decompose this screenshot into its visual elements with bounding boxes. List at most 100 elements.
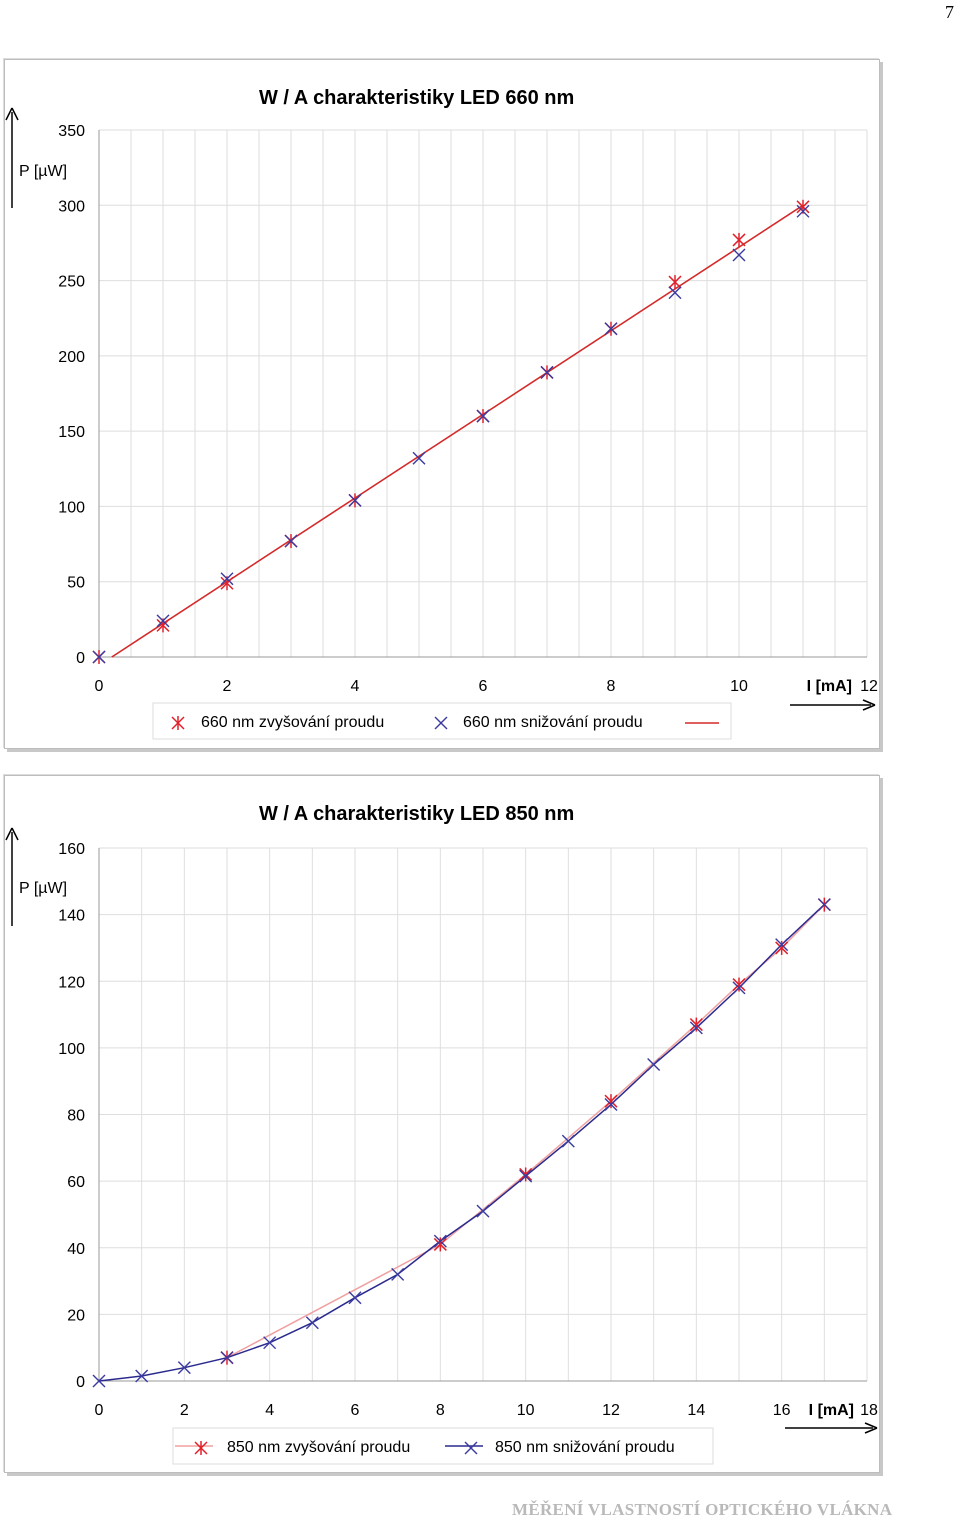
data-point bbox=[604, 1098, 618, 1112]
x-axis-arrowhead bbox=[864, 1422, 878, 1434]
y-tick-label: 0 bbox=[76, 1374, 85, 1391]
series-markers-2 bbox=[92, 898, 831, 1388]
data-point bbox=[540, 365, 554, 379]
gridlines bbox=[98, 129, 868, 658]
data-point bbox=[561, 1134, 575, 1148]
chart-frame-850nm: 0 20 40 60 80 100 120 140 160 0 2 4 6 8 10 12 14 16 18 W / … bbox=[4, 775, 880, 1473]
legend-label: 660 nm zvyšování proudu bbox=[201, 714, 384, 731]
data-point bbox=[135, 1369, 149, 1383]
data-point bbox=[476, 1204, 490, 1218]
legend: 850 nm zvyšování proudu 850 nm snižování … bbox=[172, 1427, 714, 1465]
y-tick-label: 160 bbox=[58, 841, 85, 858]
y-tick-label: 250 bbox=[58, 274, 85, 291]
data-point bbox=[604, 1094, 618, 1109]
x-tick-label: 12 bbox=[602, 1402, 620, 1419]
x-tick-label: 10 bbox=[517, 1402, 535, 1419]
legend-label: 850 nm snižování proudu bbox=[495, 1439, 675, 1456]
chart-frame-660nm: 0 50 100 150 200 250 300 350 0 2 4 6 8 10 12 W / A char… bbox=[4, 59, 880, 749]
chart-850nm: 0 20 40 60 80 100 120 140 160 0 2 4 6 8 10 12 14 16 18 W / … bbox=[5, 803, 878, 1465]
legend-marker bbox=[464, 1441, 478, 1455]
data-point bbox=[668, 286, 682, 300]
data-point bbox=[305, 1316, 319, 1330]
legend-marker bbox=[194, 1441, 208, 1455]
data-point bbox=[177, 1361, 191, 1375]
data-point bbox=[220, 1351, 234, 1365]
data-point bbox=[775, 938, 789, 952]
data-point bbox=[689, 1017, 703, 1032]
y-tick-label: 60 bbox=[67, 1174, 85, 1191]
footer-title: MĚŘENÍ VLASTNOSTÍ OPTICKÉHO VLÁKNA bbox=[512, 1500, 893, 1519]
x-tick-label: 6 bbox=[351, 1402, 360, 1419]
data-point bbox=[732, 981, 746, 995]
data-point bbox=[817, 898, 831, 912]
x-tick-label: 4 bbox=[265, 1402, 274, 1419]
y-tick-label: 200 bbox=[58, 349, 85, 366]
x-tick-label: 8 bbox=[607, 678, 616, 695]
series-line-2 bbox=[98, 904, 825, 1382]
legend-marker bbox=[171, 716, 185, 730]
data-point bbox=[604, 322, 618, 336]
data-point bbox=[348, 1291, 362, 1305]
data-point bbox=[519, 1167, 533, 1182]
data-point bbox=[220, 572, 234, 586]
legend-marker bbox=[434, 716, 448, 730]
y-tick-label: 120 bbox=[58, 974, 85, 991]
y-tick-label: 300 bbox=[58, 198, 85, 215]
data-point bbox=[284, 534, 298, 548]
y-tick-label: 0 bbox=[76, 650, 85, 667]
data-point bbox=[412, 451, 426, 465]
series-line-1 bbox=[226, 904, 825, 1359]
y-tick-label: 140 bbox=[58, 908, 85, 925]
chart-title: W / A charakteristiky LED 660 nm bbox=[259, 87, 574, 109]
x-axis-label: I [mA] bbox=[807, 678, 852, 695]
x-tick-label: 18 bbox=[860, 1402, 878, 1419]
y-tick-label: 100 bbox=[58, 1041, 85, 1058]
x-tick-label: 4 bbox=[351, 678, 360, 695]
data-point bbox=[92, 650, 106, 664]
legend-box bbox=[172, 1427, 714, 1465]
y-axis-arrowhead bbox=[5, 107, 19, 121]
data-point bbox=[668, 275, 682, 290]
x-tick-label: 8 bbox=[436, 1402, 445, 1419]
chart-title: W / A charakteristiky LED 850 nm bbox=[259, 803, 574, 825]
data-point bbox=[796, 204, 810, 218]
chart-660nm: 0 50 100 150 200 250 300 350 0 2 4 6 8 10 12 W / A char… bbox=[5, 87, 878, 740]
y-tick-label: 150 bbox=[58, 424, 85, 441]
data-point bbox=[732, 232, 746, 247]
y-tick-label: 50 bbox=[67, 575, 85, 592]
legend-box bbox=[152, 702, 732, 740]
x-tick-label: 12 bbox=[860, 678, 878, 695]
x-tick-label: 2 bbox=[180, 1402, 189, 1419]
x-tick-label: 14 bbox=[687, 1402, 705, 1419]
data-point bbox=[433, 1237, 447, 1252]
x-tick-label: 10 bbox=[730, 678, 748, 695]
data-point bbox=[775, 940, 789, 955]
data-point bbox=[433, 1234, 447, 1248]
page-number: 7 bbox=[945, 2, 954, 22]
y-axis-label: P [µW] bbox=[19, 163, 67, 180]
legend: 660 nm zvyšování proudu 660 nm snižování … bbox=[152, 702, 732, 740]
y-tick-label: 40 bbox=[67, 1241, 85, 1258]
x-tick-label: 0 bbox=[95, 678, 104, 695]
x-tick-label: 16 bbox=[773, 1402, 791, 1419]
y-axis-arrowhead bbox=[5, 827, 19, 841]
y-tick-label: 20 bbox=[67, 1307, 85, 1324]
y-tick-label: 80 bbox=[67, 1108, 85, 1125]
y-tick-label: 100 bbox=[58, 499, 85, 516]
data-point bbox=[348, 493, 362, 507]
x-tick-label: 6 bbox=[479, 678, 488, 695]
data-point bbox=[689, 1021, 703, 1035]
data-point bbox=[263, 1336, 277, 1350]
data-point bbox=[519, 1169, 533, 1183]
data-point bbox=[156, 614, 170, 628]
data-point bbox=[647, 1058, 661, 1072]
legend-label: 850 nm zvyšování proudu bbox=[227, 1439, 410, 1456]
y-axis-label: P [µW] bbox=[19, 880, 67, 897]
data-point bbox=[732, 977, 746, 992]
x-axis-arrowhead bbox=[862, 699, 876, 711]
x-tick-label: 2 bbox=[223, 678, 232, 695]
series-markers-2 bbox=[92, 204, 810, 664]
y-tick-label: 350 bbox=[58, 123, 85, 140]
x-axis-label: I [mA] bbox=[809, 1402, 854, 1419]
x-tick-label: 0 bbox=[95, 1402, 104, 1419]
